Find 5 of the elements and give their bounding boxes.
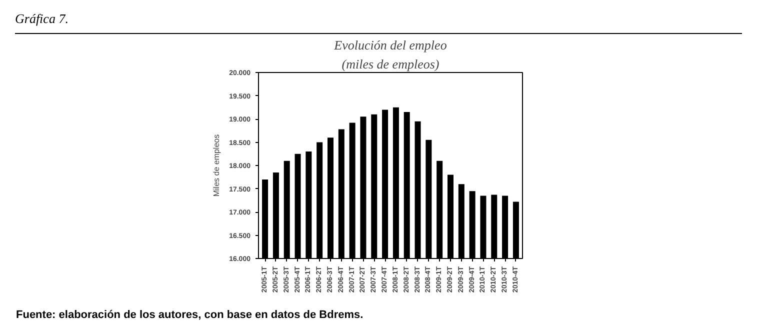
chart-subtitle: (miles de empleos) (342, 56, 440, 72)
y-axis-title: Miles de empleos (212, 134, 222, 197)
chart-title: Evolución del empleo (333, 38, 448, 52)
source-note: Fuente: elaboración de los autores, con base en datos de Bdrems. (16, 308, 364, 323)
text: Gráfica 7. (15, 10, 68, 28)
